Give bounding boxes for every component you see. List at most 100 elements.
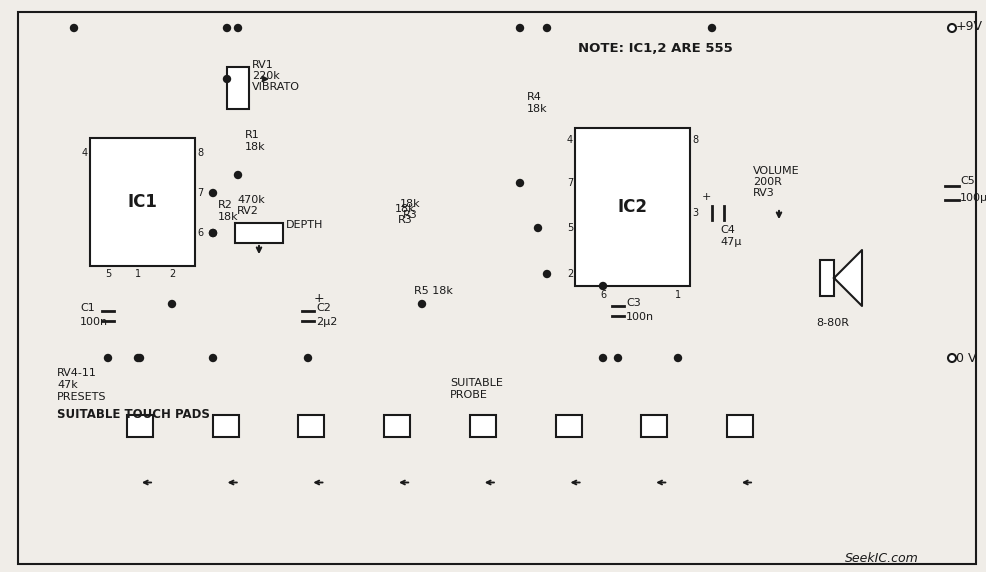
Text: VOLUME: VOLUME [753,166,800,176]
Circle shape [543,271,550,277]
Bar [641,415,668,437]
Text: 18k: 18k [395,204,416,214]
Bar [299,415,324,437]
Text: R1: R1 [245,130,259,140]
Text: +: + [701,192,711,202]
Circle shape [224,76,231,82]
Text: 1: 1 [675,290,681,300]
Text: 6: 6 [197,228,203,238]
Text: 0 V: 0 V [956,352,976,364]
Text: 2μ2: 2μ2 [316,317,337,327]
Text: 4: 4 [567,135,573,145]
Text: 47μ: 47μ [720,237,741,247]
Text: 8: 8 [197,148,203,158]
Circle shape [169,300,176,308]
Bar [213,415,239,437]
Text: 200R: 200R [753,177,782,187]
Text: PRESETS: PRESETS [57,392,106,402]
Circle shape [305,355,312,362]
Text: R3: R3 [398,215,413,225]
Text: 47k: 47k [57,380,78,390]
Bar [385,415,410,437]
Circle shape [134,355,142,362]
Bar [820,260,834,296]
Text: VIBRATO: VIBRATO [252,82,300,92]
Circle shape [235,25,242,31]
Text: R4: R4 [527,93,542,102]
Circle shape [418,300,426,308]
Text: +: + [314,292,324,305]
Text: C5: C5 [960,176,975,186]
Text: +9V: +9V [956,20,983,33]
Text: 2: 2 [169,269,176,279]
Circle shape [517,180,524,186]
Text: RV4-11: RV4-11 [57,368,97,378]
Text: 5: 5 [567,223,573,233]
Text: 8-80R: 8-80R [816,318,850,328]
Text: IC2: IC2 [617,198,648,216]
Text: R2: R2 [218,200,233,210]
Text: RV2: RV2 [237,206,259,216]
Text: PROBE: PROBE [450,390,488,400]
Text: DEPTH: DEPTH [286,220,323,230]
Circle shape [209,229,217,236]
Circle shape [136,355,144,362]
Text: 18k: 18k [400,199,421,209]
Text: R3: R3 [403,210,418,220]
Bar [127,415,153,437]
Text: RV1: RV1 [252,60,274,70]
Text: C2: C2 [316,303,331,313]
Text: C3: C3 [626,298,641,308]
Text: IC1: IC1 [127,193,158,211]
Circle shape [209,355,217,362]
Text: 220k: 220k [252,71,280,81]
Bar [727,415,753,437]
Bar [555,415,582,437]
Circle shape [948,24,956,32]
Text: 100n: 100n [626,312,654,322]
Circle shape [674,355,681,362]
Circle shape [71,25,78,31]
Text: 100μ: 100μ [960,193,986,203]
Circle shape [709,25,716,31]
Text: 18k: 18k [218,212,239,222]
Text: R5 18k: R5 18k [414,286,453,296]
Circle shape [209,229,217,236]
Bar [235,223,283,243]
Text: 6: 6 [599,290,606,300]
Circle shape [534,224,541,232]
Circle shape [599,283,606,289]
Bar [90,138,195,266]
Circle shape [948,354,956,362]
Text: 3: 3 [692,208,698,218]
Circle shape [224,25,231,31]
Text: 5: 5 [105,269,111,279]
Text: 1: 1 [135,269,141,279]
Circle shape [209,189,217,197]
Circle shape [235,172,242,178]
Text: 18k: 18k [245,142,265,152]
Text: C1: C1 [80,303,95,313]
Text: SUITABLE TOUCH PADS: SUITABLE TOUCH PADS [57,408,210,422]
Text: 18k: 18k [527,105,547,114]
Circle shape [599,355,606,362]
Text: RV3: RV3 [753,188,775,198]
Text: 4: 4 [82,148,88,158]
Text: SUITABLE: SUITABLE [450,378,503,388]
Polygon shape [834,250,862,306]
Bar [575,128,690,286]
Text: C4: C4 [720,225,735,235]
Text: 8: 8 [692,135,698,145]
Circle shape [614,355,621,362]
Text: SeekIC.com: SeekIC.com [845,551,919,565]
Text: 470k: 470k [237,195,265,205]
Text: 2: 2 [567,269,573,279]
Text: 7: 7 [197,188,203,198]
Text: 100n: 100n [80,317,108,327]
Bar [470,415,496,437]
Text: 7: 7 [567,178,573,188]
Text: NOTE: IC1,2 ARE 555: NOTE: IC1,2 ARE 555 [578,42,733,54]
Circle shape [517,25,524,31]
Circle shape [105,355,111,362]
Circle shape [543,25,550,31]
